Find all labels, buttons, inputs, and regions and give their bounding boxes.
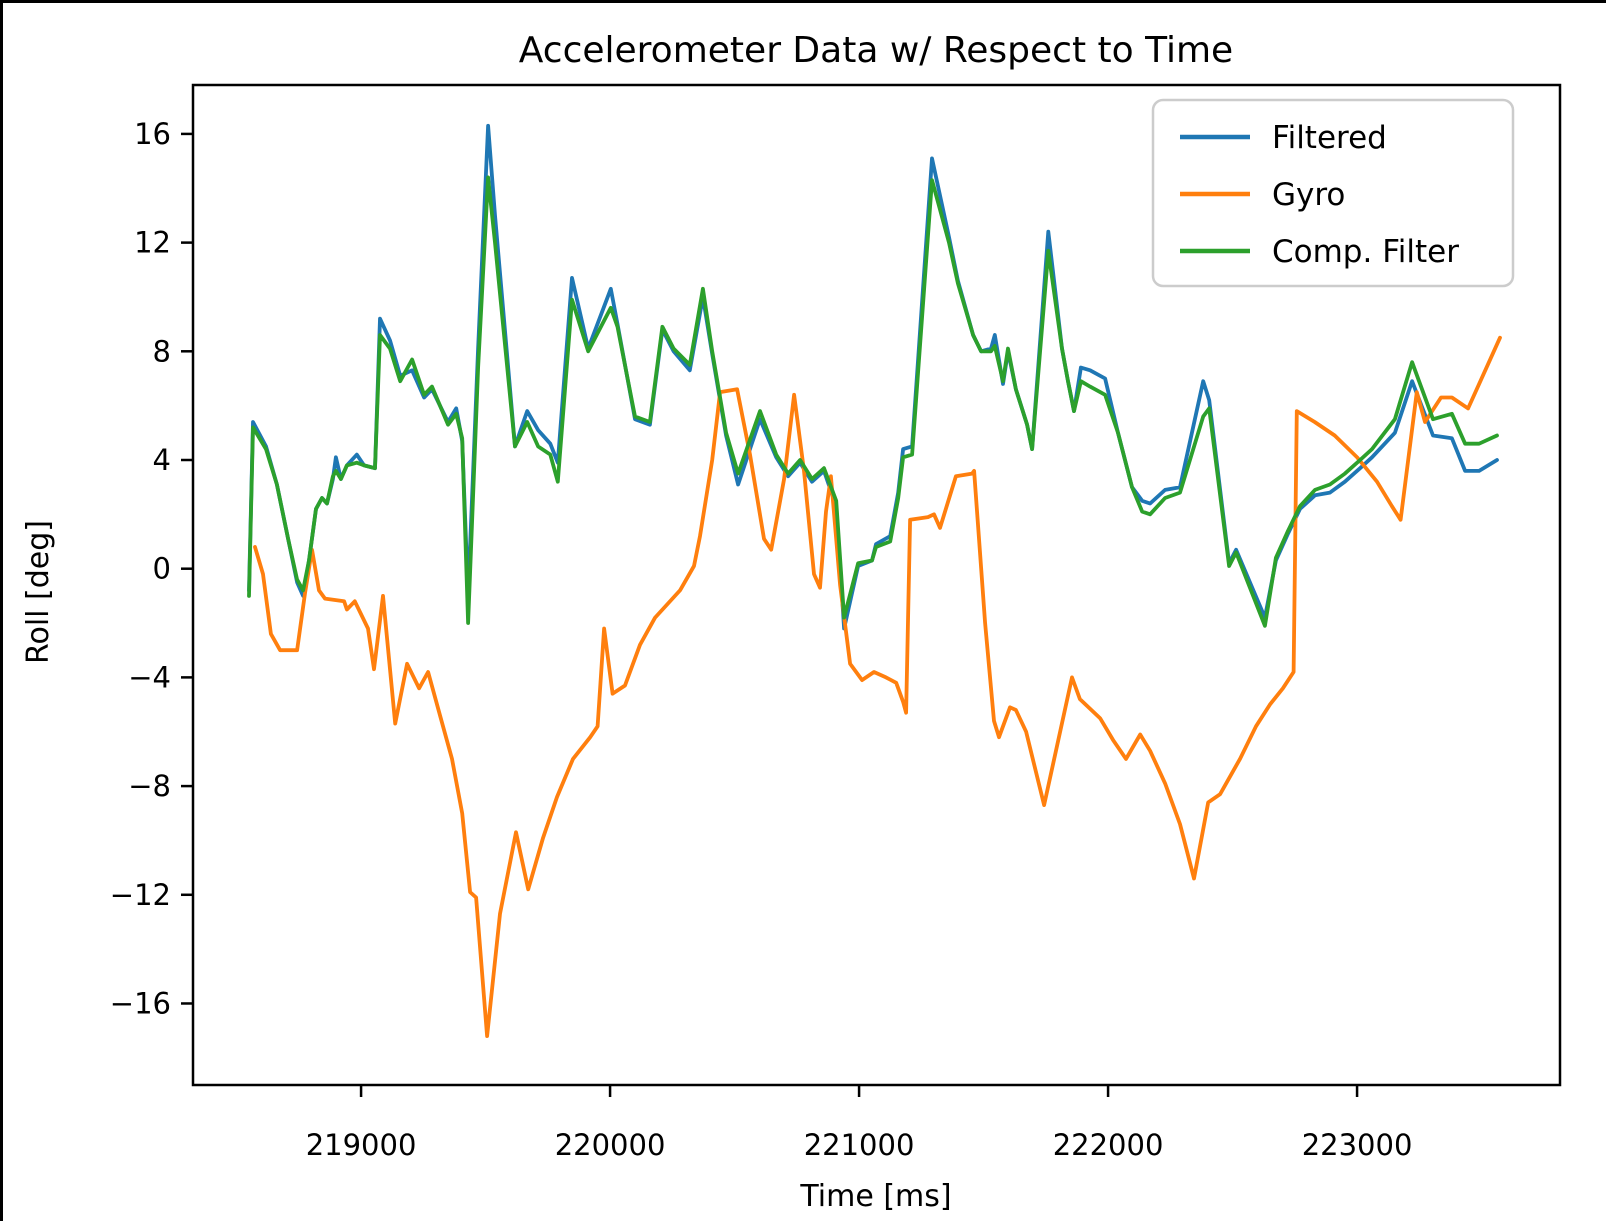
- y-tick-label: 8: [153, 334, 171, 368]
- y-axis-label: Roll [deg]: [21, 520, 56, 664]
- axes-layer: 219000 220000 221000 222000 223000 −16 −12 −8 −4…: [110, 83, 1562, 1162]
- y-tick-label: 16: [134, 117, 171, 151]
- y-tick-label: 0: [153, 552, 171, 586]
- plot-border: [191, 83, 1562, 1087]
- x-tick-label: 223000: [1302, 1128, 1413, 1162]
- y-tick-label: −8: [128, 769, 171, 803]
- series-line-gyro: [253, 335, 1502, 1038]
- legend-label: Comp. Filter: [1272, 234, 1459, 270]
- y-tick-label: −16: [110, 986, 171, 1020]
- chart-title: Accelerometer Data w/ Respect to Time: [519, 30, 1233, 71]
- y-tick-label: −12: [110, 878, 171, 912]
- x-tick-label: 219000: [306, 1128, 417, 1162]
- series-line-comp-filter: [247, 175, 1499, 628]
- y-tick-label: −4: [128, 660, 171, 694]
- legend-box: [1151, 98, 1515, 288]
- x-tick-label: 220000: [555, 1128, 666, 1162]
- y-tick-label: 4: [153, 443, 171, 477]
- legend-label: Gyro: [1272, 177, 1345, 213]
- series-layer: [247, 123, 1502, 1038]
- x-tick-label: 222000: [1053, 1128, 1164, 1162]
- x-axis-label: Time [ms]: [799, 1179, 951, 1214]
- legend: Filtered Gyro Comp. Filter: [1151, 98, 1515, 288]
- window-border-top: [0, 0, 1606, 3]
- y-tick-label: 12: [134, 226, 171, 260]
- legend-label: Filtered: [1272, 120, 1387, 156]
- x-tick-label: 221000: [804, 1128, 915, 1162]
- window-border-left: [0, 0, 3, 1221]
